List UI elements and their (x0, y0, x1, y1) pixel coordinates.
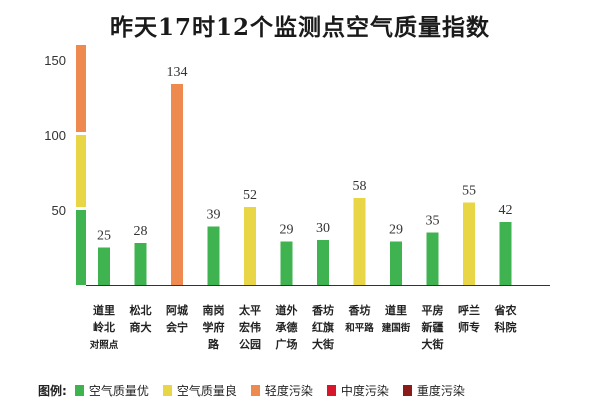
bar (426, 232, 439, 285)
value-label: 58 (353, 179, 367, 194)
category-label: 呼兰 (458, 303, 480, 317)
bar (244, 207, 256, 285)
legend-item-good: 空气质量优 (74, 382, 149, 399)
value-label: 35 (426, 214, 440, 229)
legend: 图例: 空气质量优 空气质量良 轻度污染 中度污染 重度污染 (38, 380, 479, 400)
bar (98, 247, 110, 285)
scale-band-moderate (76, 135, 86, 207)
category-label: 平房 (422, 303, 444, 317)
category-label: 新疆 (422, 320, 444, 334)
category-label: 道里 (93, 303, 115, 317)
category-label: 南岗 (203, 303, 225, 317)
legend-label: 中度污染 (340, 383, 389, 398)
category-label: 阿城 (166, 303, 188, 317)
value-label: 29 (280, 223, 294, 238)
category-label: 学府 (203, 320, 225, 334)
category-label: 商大 (130, 320, 152, 334)
scale-band-light (76, 60, 86, 132)
scale-band-good (76, 210, 86, 285)
legend-swatch (402, 384, 412, 396)
bar (207, 226, 220, 285)
bar (499, 222, 512, 285)
category-label: 宏伟 (239, 320, 261, 334)
legend-label: 空气质量优 (88, 383, 149, 398)
category-label: 路 (208, 337, 220, 351)
bar (353, 198, 366, 285)
category-label: 太平 (238, 303, 261, 317)
category-label: 师专 (458, 320, 480, 334)
legend-item-light: 轻度污染 (250, 382, 313, 399)
legend-label: 重度污染 (416, 383, 465, 398)
scale-band-extension (76, 45, 86, 60)
legend-item-moderate: 空气质量良 (162, 382, 237, 399)
value-label: 42 (499, 203, 513, 218)
chart-title: 昨天17时12个监测点空气质量指数 (109, 14, 490, 41)
category-label: 和平路 (344, 322, 374, 334)
category-label: 对照点 (90, 339, 119, 351)
category-label: 承德 (276, 320, 298, 334)
value-label: 28 (134, 224, 148, 239)
bar (463, 202, 475, 285)
category-label: 松北 (130, 303, 152, 317)
category-label: 大街 (422, 337, 444, 351)
category-label: 公园 (239, 338, 261, 351)
legend-items: 空气质量优 空气质量良 轻度污染 中度污染 重度污染 (74, 382, 479, 399)
bar (317, 240, 329, 285)
category-label: 香坊 (348, 303, 371, 317)
category-label: 红旗 (312, 320, 334, 334)
legend-item-heavy: 重度污染 (402, 382, 465, 399)
category-label: 岭北 (93, 320, 115, 334)
legend-swatch (326, 384, 336, 396)
y-tick-label: 50 (52, 203, 66, 218)
bar (280, 241, 293, 285)
category-label: 建国街 (381, 322, 411, 334)
value-label: 55 (462, 184, 476, 199)
value-label: 29 (389, 223, 403, 238)
legend-item-medium: 中度污染 (326, 382, 389, 399)
legend-label: 轻度污染 (264, 383, 313, 398)
category-label: 省农 (494, 303, 517, 317)
category-label: 大街 (312, 337, 334, 351)
bar (171, 84, 183, 285)
category-label: 道里 (385, 303, 407, 317)
category-label: 广场 (276, 337, 298, 351)
y-tick-label: 150 (44, 53, 66, 68)
value-label: 30 (316, 221, 330, 236)
legend-title: 图例: (38, 383, 67, 398)
category-label: 香坊 (311, 303, 334, 317)
category-label: 道外 (276, 303, 298, 317)
legend-label: 空气质量良 (176, 383, 237, 398)
category-label: 会宁 (166, 320, 188, 334)
bar (134, 243, 147, 285)
value-label: 134 (167, 65, 188, 80)
value-label: 25 (97, 229, 111, 244)
y-tick-label: 100 (44, 128, 66, 143)
legend-swatch (162, 384, 172, 396)
bar (390, 241, 402, 285)
legend-swatch (74, 384, 84, 396)
value-label: 52 (243, 188, 257, 203)
legend-swatch (250, 384, 260, 396)
category-label: 科院 (495, 320, 517, 334)
value-label: 39 (207, 208, 221, 223)
